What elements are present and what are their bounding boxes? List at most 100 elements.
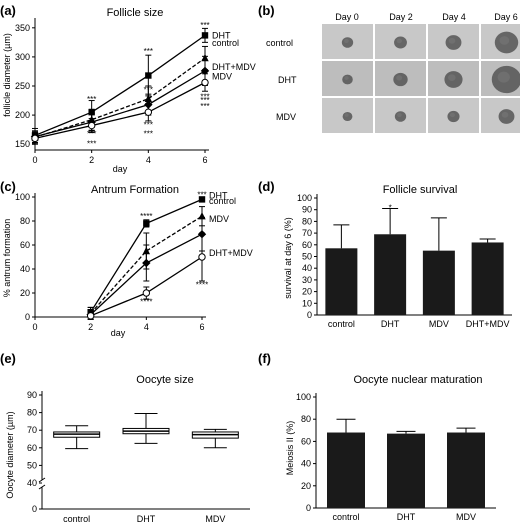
significance-mark: ***: [200, 92, 209, 101]
data-point: [31, 134, 39, 143]
y-tick-label: 40: [302, 263, 312, 273]
category-label: DHT: [137, 514, 156, 524]
data-point: [142, 289, 151, 297]
bar-dht: [387, 433, 425, 508]
data-point: [142, 258, 151, 268]
series-label: MDV: [209, 214, 229, 224]
category-label: DHT: [381, 319, 400, 329]
x-tick-label: 0: [32, 322, 37, 332]
significance-mark: ***: [197, 191, 206, 200]
category-label: control: [328, 319, 355, 329]
series-label: DHT+MDV: [209, 248, 253, 258]
data-point: [198, 253, 206, 261]
significance-mark: ***: [144, 85, 153, 94]
category-label: DHT+MDV: [466, 319, 510, 329]
y-tick-label: 0: [25, 312, 30, 322]
series-label: DHT: [209, 190, 228, 200]
significance-mark: ****: [140, 212, 152, 221]
category-label: control: [63, 514, 90, 524]
y-tick-label: 50: [27, 460, 37, 470]
ylabel-c: % antrum formation: [2, 219, 12, 298]
y-tick-label: 50: [302, 252, 312, 262]
ylabel-d: survival at day 6 (%): [283, 217, 293, 299]
x-tick-label: 4: [146, 155, 151, 165]
panel-label-b: (b): [258, 3, 275, 18]
y-tick-label: 150: [15, 139, 30, 149]
y-tick-label: 200: [15, 110, 30, 120]
follicle-highlight: [344, 113, 349, 117]
series-line-dht: [34, 34, 206, 137]
image-col-day2: Day 2: [389, 12, 413, 22]
y-tick-label: 300: [15, 52, 30, 62]
image-col-day6: Day 6: [494, 12, 518, 22]
image-row-control: control: [266, 38, 293, 48]
data-point: [87, 121, 96, 130]
category-label: DHT: [397, 512, 416, 522]
y-tick-label: 90: [302, 205, 312, 215]
significance-mark: ***: [200, 96, 209, 105]
y-tick-label: 100: [296, 392, 311, 402]
significance-mark: ***: [144, 47, 153, 56]
follicle-highlight: [501, 111, 509, 118]
data-point: [198, 196, 206, 203]
follicle-highlight: [396, 38, 402, 44]
y-tick-label: 0: [307, 310, 312, 320]
y-tick-label: 40: [20, 264, 30, 274]
data-point: [201, 32, 209, 39]
significance-mark: *: [389, 204, 392, 213]
panel-label-e: (e): [0, 351, 16, 366]
follicle-highlight: [497, 71, 510, 83]
x-tick-label: 2: [89, 155, 94, 165]
y-tick-label: 100: [297, 193, 312, 203]
panel-label-c: (c): [0, 179, 16, 194]
series-line-control: [90, 215, 203, 314]
follicle-highlight: [499, 36, 510, 45]
panel-label-a: (a): [0, 3, 16, 18]
y-tick-label: 0: [32, 504, 37, 514]
y-tick-label: 30: [302, 275, 312, 285]
follicle-highlight: [344, 38, 349, 44]
y-tick-label: 40: [27, 478, 37, 488]
follicle-highlight: [448, 37, 456, 44]
data-point: [145, 72, 152, 79]
title-oocyte-size: Oocyte size: [136, 374, 193, 386]
x-tick-label: 0: [32, 155, 37, 165]
axis-break-mark: [38, 484, 46, 490]
y-tick-label: 80: [301, 414, 311, 424]
y-tick-label: 0: [306, 503, 311, 513]
series-label: control: [212, 38, 239, 48]
y-tick-label: 90: [27, 390, 37, 400]
bar-mdv: [422, 250, 455, 315]
y-tick-label: 60: [20, 240, 30, 250]
data-point: [200, 66, 210, 76]
y-tick-label: 70: [27, 425, 37, 435]
y-tick-label: 60: [27, 443, 37, 453]
x-tick-label: 4: [144, 322, 149, 332]
series-line-dht-mdv: [34, 70, 206, 138]
follicle-highlight: [396, 75, 403, 81]
y-tick-label: 20: [302, 287, 312, 297]
y-tick-label: 10: [302, 298, 312, 308]
significance-mark: ***: [87, 130, 96, 139]
y-tick-label: 20: [20, 288, 30, 298]
follicle-image-grid: Day 0 Day 2 Day 4 Day 6 control DHT MDV: [266, 12, 520, 133]
data-point: [144, 108, 153, 116]
significance-mark: ***: [87, 95, 96, 104]
significance-mark: ***: [200, 21, 209, 30]
x-tick-label: 6: [199, 322, 204, 332]
y-tick-label: 350: [15, 23, 30, 33]
ylabel-f: Meiosis II (%): [285, 421, 295, 476]
data-point: [86, 312, 95, 320]
panel-label-d: (d): [258, 179, 275, 194]
y-tick-label: 60: [302, 240, 312, 250]
significance-mark: ****: [140, 297, 152, 306]
ylabel-e: Oocyte diameter (µm): [5, 411, 15, 498]
follicle-highlight: [344, 76, 349, 80]
y-tick-label: 70: [302, 228, 312, 238]
axis-break-mark: [38, 477, 46, 483]
series-label: DHT: [212, 30, 231, 40]
significance-mark: ****: [196, 281, 208, 290]
